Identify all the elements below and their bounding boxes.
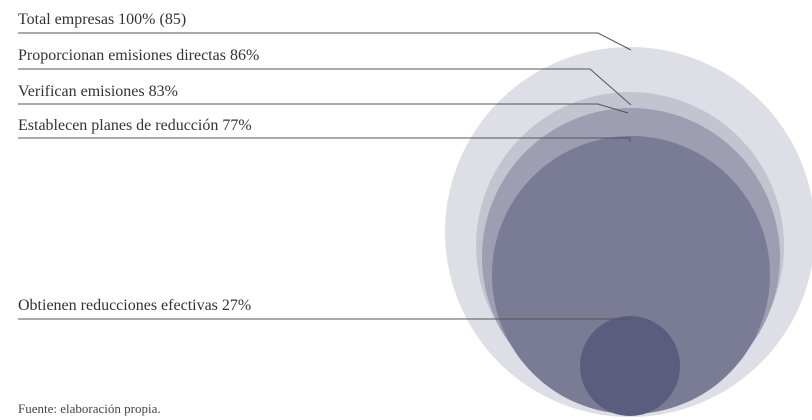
source-note: Fuente: elaboración propia. <box>18 401 161 416</box>
label-reducciones-efectivas: Obtienen reducciones efectivas 27% <box>18 297 251 314</box>
circles-group <box>445 47 812 417</box>
circle-reducciones-efectivas <box>580 316 680 416</box>
leader-line-emisiones-directas <box>18 68 632 106</box>
leader-line-planes-reduccion <box>18 137 631 142</box>
labels-group: Total empresas 100% (85) Proporcionan em… <box>18 11 259 314</box>
label-verifican-emisiones: Verifican emisiones 83% <box>18 83 178 100</box>
leader-lines-group <box>18 32 632 320</box>
leader-line-total-empresas <box>18 32 632 51</box>
leader-line-verifican-emisiones <box>18 103 629 114</box>
label-total-empresas: Total empresas 100% (85) <box>18 11 186 28</box>
label-emisiones-directas: Proporcionan emisiones directas 86% <box>18 47 259 64</box>
label-planes-reduccion: Establecen planes de reducción 77% <box>18 117 252 134</box>
circle-planes-reduccion <box>492 136 770 414</box>
